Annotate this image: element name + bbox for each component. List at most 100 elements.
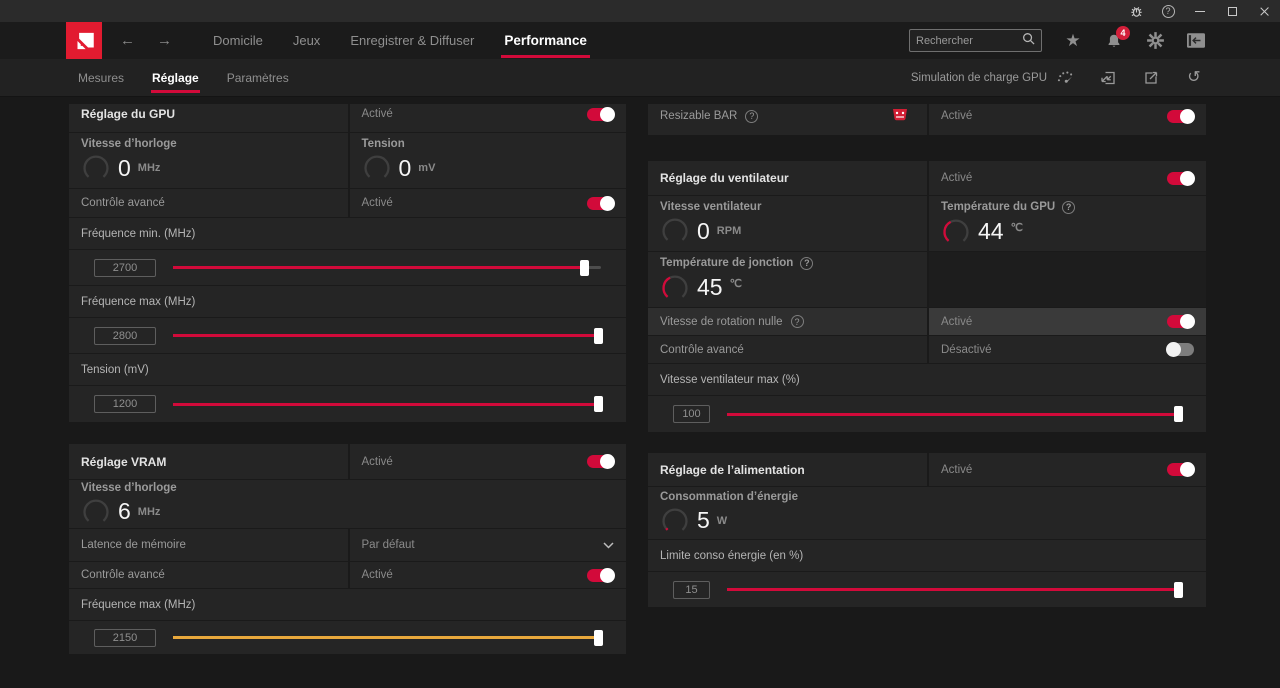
back-icon[interactable]: ← [120,32,135,49]
chevron-down-icon[interactable] [603,536,614,554]
help-icon[interactable] [1152,0,1184,22]
power-limit-track[interactable] [727,581,1183,598]
vram-max-freq-track[interactable] [173,629,603,646]
vram-timing-label: Latence de mémoire [81,539,186,551]
vram-advanced-label: Contrôle avancé [81,569,165,581]
nav-item-jeux[interactable]: Jeux [292,33,321,48]
help-circle-icon[interactable] [1062,200,1076,214]
gpu-tuning-status: Activé [361,108,393,120]
rebar-toggle[interactable] [1167,108,1195,124]
junction-temp-row: Température de jonction 45 ℃ [648,252,1206,308]
gpu-min-freq-slider [81,258,614,277]
tab-parametres[interactable]: Paramètres [226,70,289,85]
slider-thumb[interactable] [594,327,603,344]
nav-item-enregistrer[interactable]: Enregistrer & Diffuser [350,33,475,48]
nav-item-performance[interactable]: Performance [489,22,602,59]
notifications-bell-icon[interactable]: 4 [1104,25,1130,51]
bug-report-icon[interactable] [1120,0,1152,22]
vram-advanced-toggle[interactable] [587,567,615,583]
vram-advanced-status: Activé [361,569,393,581]
fan-max-speed-track[interactable] [727,406,1183,422]
slider-thumb[interactable] [579,259,589,276]
slider-thumb[interactable] [1174,581,1183,598]
power-limit-input[interactable] [673,580,710,599]
vram-title: Réglage VRAM [81,454,167,469]
search-box[interactable] [909,29,1042,52]
load-profile-icon[interactable] [1098,68,1118,88]
favorites-star-icon[interactable] [1063,31,1083,51]
close-button[interactable] [1248,0,1280,22]
power-toggle[interactable] [1167,462,1195,477]
gpu-tuning-panel: Réglage du GPU Activé Vitesse d’horloge … [69,104,626,422]
power-consumption-label: Consommation d’énergie [660,490,799,503]
settings-gear-icon[interactable] [1145,31,1165,51]
help-circle-icon[interactable] [800,256,814,270]
gpu-voltage-input[interactable] [94,395,156,413]
gpu-advanced-row: Contrôle avancé Activé [69,189,626,218]
gpu-max-freq-track[interactable] [173,327,603,344]
slider-thumb[interactable] [594,629,603,646]
fan-max-speed-slider [660,405,1194,423]
zero-rpm-status: Activé [941,315,973,328]
gpu-voltage-track[interactable] [173,396,603,412]
search-icon[interactable] [1022,32,1035,50]
vram-advanced-row: Contrôle avancé Activé [69,562,626,589]
vram-clock-label: Vitesse d’horloge [81,481,177,494]
gpu-tuning-header-row: Réglage du GPU Activé [69,104,626,133]
gpu-tuning-title: Réglage du GPU [81,107,176,121]
amd-logo[interactable] [66,22,102,59]
fan-advanced-status: Désactivé [941,343,992,356]
slider-thumb[interactable] [594,396,603,412]
fan-header-row: Réglage du ventilateur Activé [648,161,1206,196]
vram-max-freq-slider [81,628,614,647]
gpu-load-simulation[interactable]: Simulation de charge GPU [911,69,1075,87]
fan-max-speed-label: Vitesse ventilateur max (%) [660,373,800,386]
gpu-max-freq-label: Fréquence max (MHz) [81,295,196,308]
gpu-advanced-label: Contrôle avancé [81,197,165,209]
help-circle-icon[interactable] [790,315,804,328]
junction-temp-value: 45 [697,274,723,300]
nav-item-domicile[interactable]: Domicile [213,33,263,48]
nav-menu: Domicile Jeux Enregistrer & Diffuser Per… [198,22,602,59]
gpu-advanced-toggle[interactable] [587,195,615,211]
gpu-temp-unit: ℃ [1010,221,1023,234]
gpu-min-freq-input[interactable] [94,258,156,277]
rebar-label: Resizable BAR [660,110,738,122]
gpu-max-freq-input[interactable] [94,326,156,345]
slider-thumb[interactable] [1174,406,1183,422]
gpu-voltage-value: 0 [398,154,412,181]
gauge-arc-icon [83,498,109,522]
gpu-advanced-status: Activé [361,197,393,209]
vram-max-freq-input[interactable] [94,628,156,647]
fan-advanced-label: Contrôle avancé [660,343,744,356]
gpu-min-freq-track[interactable] [173,259,601,276]
junction-temp-unit: ℃ [729,277,742,290]
fan-max-speed-input[interactable] [673,405,710,423]
reset-icon[interactable] [1184,68,1204,88]
vram-timing-dropdown[interactable]: Par défaut [347,529,627,561]
tab-reglage[interactable]: Réglage [138,59,213,96]
share-export-icon[interactable] [1141,68,1161,88]
gpu-voltage-slider [81,395,614,413]
fan-advanced-toggle[interactable] [1166,342,1194,357]
minimize-button[interactable] [1184,0,1216,22]
fan-status: Activé [941,172,973,184]
fan-toggle[interactable] [1167,170,1195,186]
gpu-temp-label: Température du GPU [941,201,1056,213]
vram-header-row: Réglage VRAM Activé [69,444,626,480]
search-input[interactable] [916,34,1022,47]
tab-mesures[interactable]: Mesures [78,70,125,85]
gauge-arc-icon [943,218,969,242]
vram-toggle[interactable] [587,454,615,469]
gpu-min-freq-label: Fréquence min. (MHz) [81,227,196,240]
help-circle-icon[interactable] [745,109,759,123]
zero-rpm-toggle[interactable] [1167,314,1195,329]
maximize-button[interactable] [1216,0,1248,22]
forward-icon[interactable]: → [157,32,172,49]
collapse-panel-icon[interactable] [1186,31,1206,51]
power-header-row: Réglage de l’alimentation Activé [648,453,1206,487]
gauge-arc-icon [83,155,109,178]
power-status: Activé [941,463,973,476]
gpu-tuning-toggle[interactable] [587,106,615,122]
power-consumption-value: 5 [697,507,710,533]
